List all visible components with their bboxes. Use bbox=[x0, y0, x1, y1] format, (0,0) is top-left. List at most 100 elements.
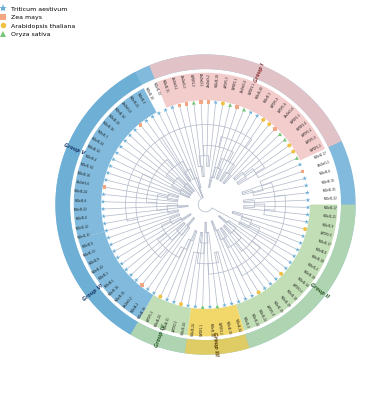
Text: AtPDF1.3: AtPDF1.3 bbox=[146, 310, 155, 323]
Point bbox=[157, 293, 163, 300]
Text: ZmDef3-6: ZmDef3-6 bbox=[75, 180, 89, 186]
Text: TaDef2-10: TaDef2-10 bbox=[285, 289, 298, 302]
Text: OsPDF2.1: OsPDF2.1 bbox=[290, 113, 302, 125]
Text: TaDef3-22: TaDef3-22 bbox=[74, 208, 88, 212]
Text: TaDef5-4: TaDef5-4 bbox=[76, 216, 89, 222]
Text: TaDef2-18: TaDef2-18 bbox=[311, 255, 325, 264]
Point bbox=[162, 107, 168, 113]
Point bbox=[272, 126, 278, 132]
Point bbox=[118, 144, 124, 150]
Text: TaDef2-9: TaDef2-9 bbox=[82, 241, 94, 248]
Text: TaDef3-22: TaDef3-22 bbox=[257, 309, 267, 323]
Point bbox=[305, 197, 311, 203]
Point bbox=[290, 148, 296, 155]
Polygon shape bbox=[55, 54, 356, 355]
Point bbox=[183, 101, 190, 107]
Text: TaDef5-24: TaDef5-24 bbox=[190, 322, 196, 336]
Point bbox=[278, 271, 284, 277]
Text: TaDef3-24: TaDef3-24 bbox=[90, 136, 105, 147]
Text: ZmDef3-3: ZmDef3-3 bbox=[179, 75, 186, 89]
Text: TaDef1-22: TaDef1-22 bbox=[323, 197, 337, 202]
Text: Group II: Group II bbox=[309, 282, 330, 299]
Text: Group I: Group I bbox=[253, 62, 265, 82]
Text: TaDef5-19: TaDef5-19 bbox=[215, 73, 221, 87]
Text: ZmDef1-1: ZmDef1-1 bbox=[317, 160, 331, 168]
Text: TaDef5-6: TaDef5-6 bbox=[319, 170, 332, 176]
Point bbox=[214, 303, 220, 310]
Point bbox=[198, 99, 204, 105]
Point bbox=[300, 168, 306, 175]
Point bbox=[297, 161, 303, 168]
Text: OsPDF2.1: OsPDF2.1 bbox=[248, 82, 257, 96]
Point bbox=[220, 100, 226, 107]
Text: TaDef1-14: TaDef1-14 bbox=[80, 162, 94, 170]
Point bbox=[236, 298, 242, 305]
Point bbox=[266, 121, 272, 128]
Polygon shape bbox=[60, 240, 138, 334]
Point bbox=[301, 175, 308, 182]
Text: TaDef5-1: TaDef5-1 bbox=[98, 271, 110, 281]
Text: TaDef2-22: TaDef2-22 bbox=[92, 264, 105, 274]
Point bbox=[115, 254, 121, 261]
Point bbox=[300, 233, 306, 239]
Point bbox=[254, 113, 260, 119]
Text: TaDef5-20: TaDef5-20 bbox=[256, 86, 265, 100]
Point bbox=[149, 114, 156, 120]
Text: TaDef2-10: TaDef2-10 bbox=[144, 86, 154, 100]
Point bbox=[108, 241, 114, 248]
Point bbox=[241, 106, 247, 113]
Polygon shape bbox=[55, 72, 142, 244]
Text: TaDef2-24: TaDef2-24 bbox=[74, 190, 88, 195]
Point bbox=[100, 206, 106, 212]
Text: TaDef2-11: TaDef2-11 bbox=[161, 79, 169, 94]
Point bbox=[294, 155, 300, 161]
Point bbox=[291, 253, 297, 259]
Text: TaDef4-5: TaDef4-5 bbox=[104, 278, 115, 288]
Text: TaDef4-14: TaDef4-14 bbox=[86, 145, 100, 154]
Point bbox=[205, 99, 211, 105]
Polygon shape bbox=[236, 204, 337, 331]
Text: TaDef5-16: TaDef5-16 bbox=[302, 270, 316, 280]
Text: TaDef4-16: TaDef4-16 bbox=[137, 306, 148, 320]
Polygon shape bbox=[149, 54, 342, 147]
Polygon shape bbox=[131, 322, 187, 353]
Text: TaDef1-9: TaDef1-9 bbox=[322, 223, 334, 229]
Text: TaDef3-24: TaDef3-24 bbox=[250, 312, 259, 327]
Polygon shape bbox=[74, 88, 156, 239]
Text: TaDef3-16: TaDef3-16 bbox=[101, 121, 114, 133]
Text: AtPDF1.5: AtPDF1.5 bbox=[265, 304, 275, 317]
Point bbox=[143, 118, 149, 124]
Point bbox=[101, 184, 108, 190]
Text: TaDef2-19: TaDef2-19 bbox=[279, 295, 291, 308]
Text: TaDef2-15: TaDef2-15 bbox=[323, 188, 337, 193]
Point bbox=[105, 170, 111, 176]
Point bbox=[128, 272, 134, 278]
Text: TaDef3-21: TaDef3-21 bbox=[128, 96, 139, 109]
Text: AtPDF1.5: AtPDF1.5 bbox=[270, 96, 281, 108]
Text: TaDef4-2: TaDef4-2 bbox=[131, 301, 141, 313]
Text: TaDef3-13: TaDef3-13 bbox=[83, 249, 98, 258]
Text: ZmDef1-6: ZmDef1-6 bbox=[121, 101, 132, 114]
Text: TaDef1-3: TaDef1-3 bbox=[242, 316, 250, 328]
Text: AtPDF2.2: AtPDF2.2 bbox=[172, 319, 179, 332]
Text: TaDef4-8: TaDef4-8 bbox=[314, 247, 327, 255]
Text: TaDef1-21: TaDef1-21 bbox=[323, 214, 337, 220]
Polygon shape bbox=[78, 232, 153, 319]
Text: OsPDF1.2: OsPDF1.2 bbox=[310, 143, 323, 153]
Point bbox=[103, 177, 109, 183]
Text: TaDef1-24: TaDef1-24 bbox=[181, 320, 188, 335]
Point bbox=[127, 132, 133, 138]
Text: OsPDF1.1: OsPDF1.1 bbox=[232, 77, 239, 90]
Text: TaDef3-4: TaDef3-4 bbox=[84, 154, 97, 162]
Point bbox=[277, 131, 283, 137]
Point bbox=[305, 204, 311, 211]
Point bbox=[273, 276, 279, 282]
Point bbox=[294, 246, 301, 253]
Polygon shape bbox=[187, 304, 244, 336]
Text: TaDef3-1: TaDef3-1 bbox=[263, 91, 273, 104]
Point bbox=[298, 240, 304, 246]
Point bbox=[100, 198, 106, 205]
Point bbox=[243, 296, 249, 302]
Text: TaDef2-9: TaDef2-9 bbox=[89, 256, 101, 266]
Point bbox=[139, 282, 145, 288]
